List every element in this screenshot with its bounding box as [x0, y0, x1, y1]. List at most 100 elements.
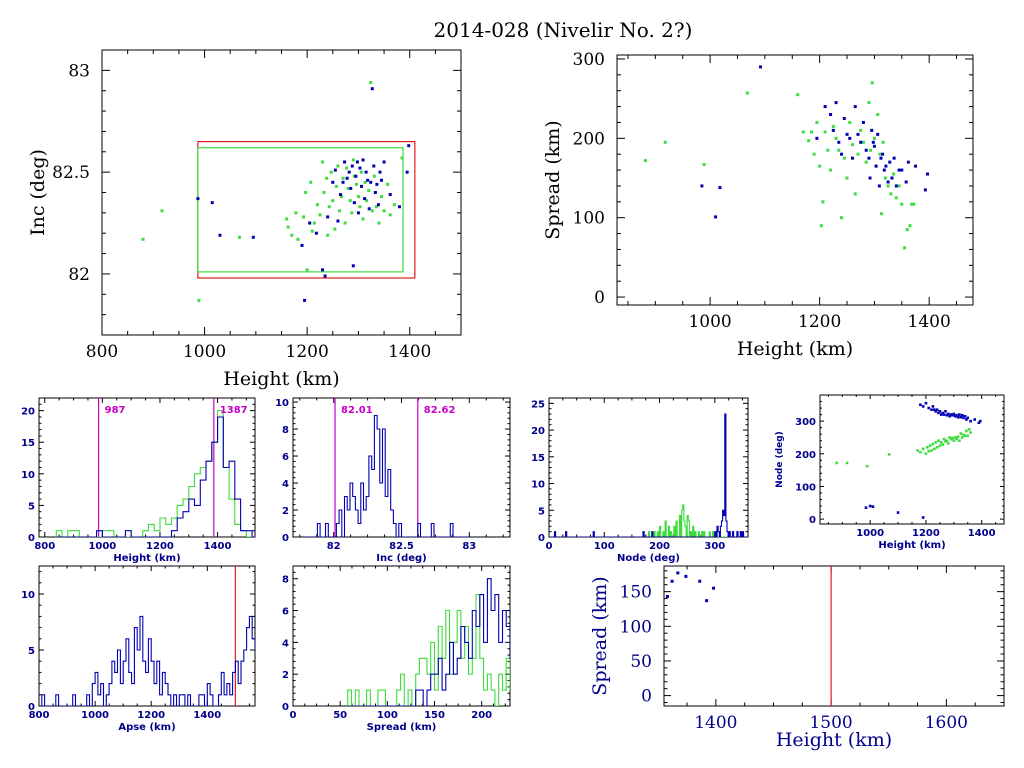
blue-point	[700, 184, 704, 188]
blue-point	[923, 188, 927, 192]
x-tick-label: 1000	[856, 528, 884, 539]
blue-point	[341, 180, 345, 184]
blue-point	[343, 160, 347, 164]
y-tick-label: 10	[21, 590, 35, 601]
y-tick-label: 300	[795, 417, 816, 428]
green-point	[939, 441, 943, 444]
x-tick-label: 1000	[88, 541, 116, 552]
blue-histogram-steps	[347, 578, 510, 706]
x-tick-label: 1200	[798, 312, 841, 332]
green-point	[834, 136, 838, 140]
chart-spread_vs_height: 1000 1200 1400 0 100 200 300 Height (km) Spread …	[542, 50, 974, 360]
green-point	[903, 246, 907, 250]
blue-point	[892, 156, 896, 160]
blue-point	[859, 140, 863, 144]
blue-point	[871, 140, 875, 144]
plot-area	[347, 578, 510, 706]
plot-area	[835, 401, 982, 519]
plot-frame	[101, 49, 462, 336]
y-tick-label: 0	[538, 533, 545, 544]
green-point	[745, 91, 749, 95]
blue-point	[210, 201, 214, 205]
green-point	[346, 186, 350, 190]
x-axis-label: Height (km)	[113, 553, 180, 564]
blue-point	[840, 152, 844, 156]
blue-point	[941, 411, 944, 415]
x-tick-label: 1400	[908, 312, 951, 332]
green-point	[856, 152, 860, 156]
blue-point	[718, 186, 722, 190]
y-tick-label: 100	[573, 209, 605, 229]
green-point	[643, 159, 647, 163]
green-point	[305, 268, 309, 272]
green-point	[869, 148, 873, 152]
blue-point	[338, 193, 342, 197]
y-axis-label: Spread (km)	[589, 576, 611, 695]
blue-point	[361, 158, 365, 162]
blue-point	[924, 401, 928, 405]
blue-point	[888, 160, 892, 164]
x-tick-label: 1400	[193, 710, 221, 721]
blue-point	[321, 268, 325, 272]
blue-point	[868, 504, 872, 508]
blue-point	[369, 180, 373, 184]
green-point	[818, 164, 822, 168]
blue-point	[842, 116, 846, 120]
green-point	[815, 120, 819, 124]
green-point	[921, 447, 925, 451]
blue-point	[944, 410, 947, 413]
blue-point	[948, 414, 951, 418]
green-point	[969, 431, 972, 434]
green-point	[942, 437, 946, 441]
green-point	[949, 437, 953, 441]
plot-area	[306, 398, 470, 537]
y-tick-label: 200	[795, 450, 816, 461]
y-tick-label: 0	[641, 687, 652, 707]
green-point	[369, 81, 373, 85]
green-point	[370, 209, 374, 213]
chart-height_hist: 800 1000 1200 1400 0 5 10 15 20 Height (km) 987 138…	[21, 397, 256, 564]
green-point	[919, 450, 922, 454]
green-histogram-steps	[549, 504, 748, 537]
green-point	[840, 216, 844, 220]
blue-point	[886, 180, 890, 184]
x-tick-label: 1000	[81, 710, 109, 721]
chart-apse_hist: 800 1000 1200 1400 0 5 10 Apse (km)	[21, 565, 256, 733]
blue-point	[949, 413, 953, 416]
y-tick-label: 83	[68, 61, 90, 81]
blue-point	[962, 416, 965, 420]
green-point	[845, 176, 849, 180]
x-tick-label: 50	[333, 710, 347, 721]
blue-point	[218, 233, 222, 237]
green-point	[941, 443, 944, 446]
green-point	[325, 176, 329, 180]
green-point	[382, 209, 386, 213]
y-tick-label: 2	[282, 506, 289, 517]
green-point	[160, 209, 164, 213]
blue-point	[963, 414, 967, 418]
blue-point	[831, 128, 835, 132]
x-tick-label: 100	[594, 541, 615, 552]
green-point	[286, 225, 290, 229]
blue-histogram-steps	[41, 615, 255, 706]
green-point	[835, 461, 839, 465]
blue-point	[870, 128, 874, 132]
y-tick-label: 5	[28, 646, 35, 657]
x-axis-label: Height (km)	[776, 729, 892, 751]
y-tick-label: 5	[28, 501, 35, 512]
y-tick-label: 100	[795, 482, 816, 493]
blue-point	[676, 571, 680, 575]
y-tick-label: 100	[620, 617, 652, 637]
blue-point	[380, 178, 384, 182]
x-tick-label: 1200	[912, 528, 940, 539]
green-point	[380, 195, 384, 199]
blue-point	[953, 414, 957, 418]
blue-point	[913, 164, 917, 168]
green-point	[960, 436, 964, 439]
green-point	[336, 164, 340, 168]
blue-point	[919, 403, 922, 407]
blue-point	[345, 176, 349, 180]
green-point	[956, 435, 960, 439]
blue-point	[952, 412, 956, 416]
green-point	[321, 160, 325, 164]
